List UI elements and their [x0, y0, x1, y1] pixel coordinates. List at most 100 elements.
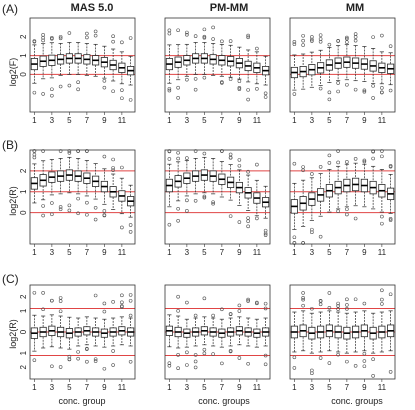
x-tick-label: 1	[292, 383, 297, 392]
outlier-point	[202, 27, 207, 32]
outlier-point	[371, 35, 375, 39]
outlier-point	[255, 162, 259, 167]
outlier-point	[336, 149, 340, 153]
outlier-point	[85, 149, 89, 153]
outlier-point	[193, 359, 198, 364]
outlier-point	[380, 33, 384, 38]
outlier-point	[380, 149, 384, 153]
x-tick-label: 7	[345, 383, 350, 392]
x-tick-label: 5	[67, 383, 72, 392]
panel-frame	[164, 284, 271, 380]
outlier-point	[202, 194, 207, 199]
outlier-point	[128, 298, 133, 303]
outlier-point	[237, 87, 242, 91]
outlier-point	[237, 356, 242, 360]
outlier-point	[336, 209, 340, 214]
x-tick-label: 3	[50, 116, 55, 125]
outlier-point	[228, 155, 233, 160]
x-tick-label: 3	[185, 116, 190, 125]
outlier-point	[380, 297, 384, 302]
outlier-point	[301, 168, 305, 173]
ylabel-row-c: log2(R)	[8, 319, 18, 349]
outlier-point	[111, 363, 115, 367]
outlier-point	[318, 234, 323, 239]
outlier-point	[128, 36, 133, 40]
panel-frame	[164, 149, 271, 245]
outlier-point	[246, 297, 250, 302]
x-tick-label: 11	[118, 248, 127, 257]
outlier-point	[327, 361, 332, 365]
outlier-point	[167, 222, 172, 227]
outlier-point	[193, 34, 198, 38]
outlier-point	[310, 227, 314, 232]
outlier-point	[292, 355, 297, 360]
row-tag-c: (C)	[2, 272, 19, 286]
x-tick-label: 11	[378, 383, 387, 392]
outlier-point	[85, 359, 89, 364]
outlier-point	[50, 298, 54, 303]
outlier-point	[310, 35, 314, 39]
outlier-point	[102, 366, 107, 371]
x-tick-label: 1	[32, 248, 37, 257]
x-tick-label: 11	[378, 116, 387, 125]
outlier-point	[41, 33, 45, 37]
panel-A2: 1 3 5 7 9 11	[164, 17, 271, 125]
outlier-point	[345, 207, 349, 212]
outlier-point	[93, 205, 98, 210]
outlier-point	[58, 207, 63, 212]
outlier-point	[41, 307, 45, 312]
x-tick-label: 11	[253, 248, 262, 257]
outlier-point	[50, 93, 54, 98]
outlier-point	[76, 211, 80, 216]
x-tick-label: 1	[292, 116, 297, 125]
outlier-point	[32, 358, 37, 362]
outlier-point	[362, 301, 367, 306]
y-tick-label: 1	[19, 308, 28, 313]
outlier-point	[120, 88, 124, 92]
outlier-point	[176, 206, 180, 211]
outlier-point	[111, 34, 115, 38]
outlier-point	[318, 33, 323, 37]
outlier-point	[388, 88, 393, 93]
outlier-point	[58, 309, 63, 314]
outlier-point	[67, 31, 72, 35]
outlier-point	[380, 221, 384, 226]
y-tick-label: 0	[19, 329, 28, 334]
outlier-point	[246, 224, 250, 229]
outlier-point	[202, 351, 207, 356]
outlier-point	[211, 352, 215, 356]
outlier-point	[263, 95, 268, 99]
outlier-point	[176, 218, 180, 223]
outlier-point	[41, 213, 45, 218]
outlier-point	[67, 149, 72, 153]
outlier-point	[292, 42, 297, 46]
outlier-point	[246, 97, 250, 102]
outlier-point	[120, 300, 124, 305]
outlier-point	[310, 306, 314, 311]
outlier-point	[32, 152, 37, 157]
x-tick-label: 1	[32, 116, 37, 125]
outlier-point	[380, 288, 384, 293]
outlier-point	[263, 233, 268, 237]
outlier-point	[76, 80, 80, 85]
outlier-point	[388, 292, 393, 297]
outlier-point	[211, 25, 215, 30]
x-tick-label: 9	[362, 383, 367, 392]
outlier-point	[120, 225, 124, 230]
column-title-mas5: MAS 5.0	[71, 2, 114, 14]
outlier-point	[167, 157, 172, 161]
outlier-point	[176, 85, 180, 90]
xlabel-col-3: conc. groups	[331, 396, 383, 406]
outlier-point	[237, 79, 242, 83]
outlier-point	[255, 216, 259, 221]
outlier-point	[193, 353, 198, 357]
outlier-point	[202, 75, 207, 80]
outlier-point	[76, 196, 80, 201]
outlier-point	[318, 39, 323, 44]
outlier-point	[246, 33, 250, 38]
outlier-point	[67, 208, 72, 213]
outlier-point	[41, 92, 45, 96]
outlier-point	[202, 296, 207, 301]
outlier-point	[255, 87, 259, 91]
outlier-point	[292, 92, 297, 96]
